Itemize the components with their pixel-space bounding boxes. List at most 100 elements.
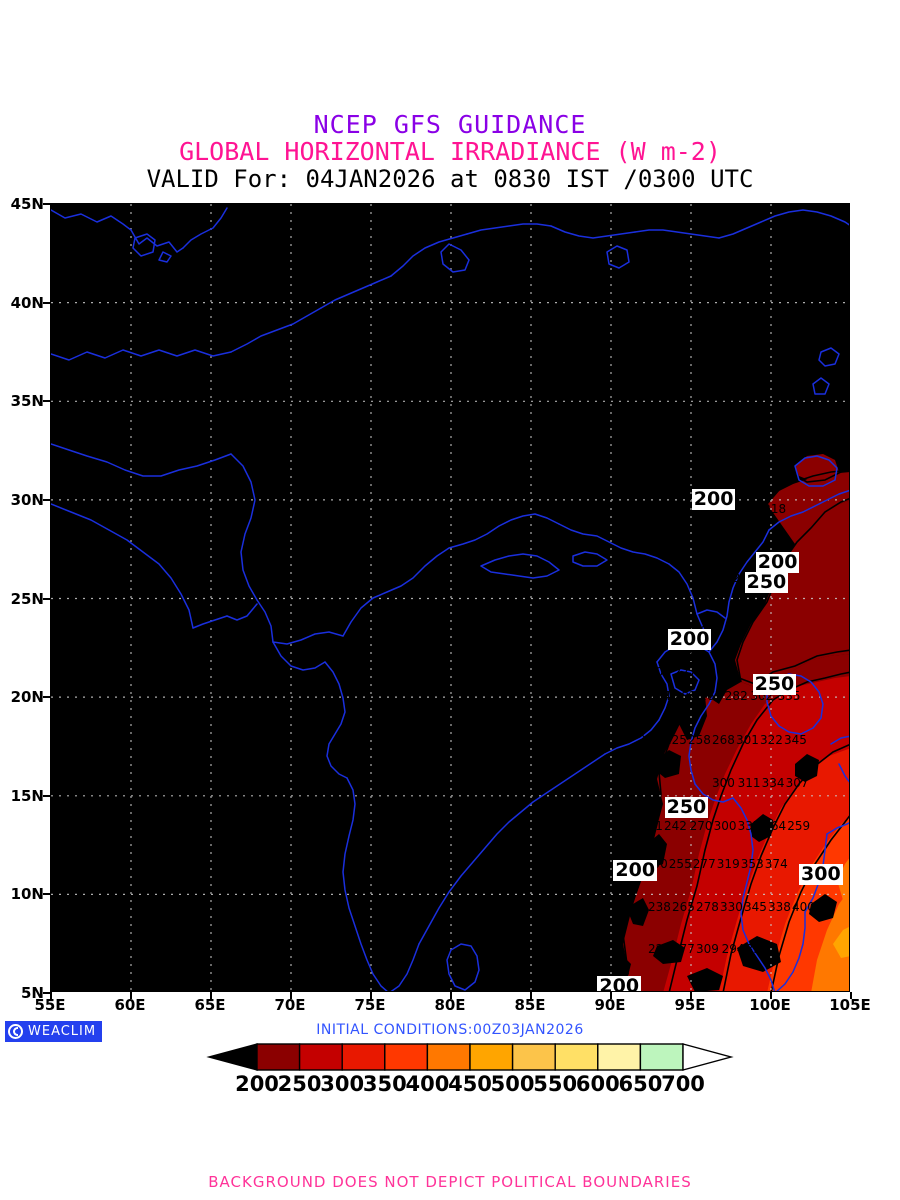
lat-tick-mark	[43, 794, 50, 797]
colorbar-band	[639, 1043, 684, 1071]
colorbar-tick-label: 250	[277, 1072, 322, 1096]
contour-label: 250	[752, 673, 797, 696]
colorbar-band	[469, 1043, 514, 1071]
lon-tick-label: 90E	[594, 996, 626, 1014]
lon-tick-label: 80E	[434, 996, 466, 1014]
grid-point-value: 337	[737, 819, 761, 834]
contour-label: 200	[691, 487, 736, 510]
grid-point-value: 258	[688, 732, 711, 747]
colorbar-svg	[206, 1043, 734, 1071]
lat-tick-mark	[43, 992, 50, 994]
lon-tick-label: 70E	[274, 996, 306, 1014]
grid-point-value: 300	[712, 775, 735, 790]
lon-tick-label: 95E	[674, 996, 706, 1014]
lon-tick-label: 100E	[749, 996, 791, 1014]
disclaimer-text: BACKGROUND DOES NOT DEPICT POLITICAL BOU…	[208, 1173, 692, 1191]
lon-tick-label: 75E	[354, 996, 386, 1014]
lon-tick-mark	[770, 992, 772, 999]
irradiance-shading	[607, 454, 849, 991]
grid-point-value: 228	[648, 941, 671, 956]
contour-label: 200	[667, 627, 712, 650]
lon-tick-mark	[50, 992, 52, 999]
grid-point-value: 238	[648, 900, 671, 915]
lon-tick-mark	[130, 992, 132, 999]
colorbar-tick-label: 200	[235, 1072, 279, 1096]
colorbar-band	[298, 1043, 343, 1071]
grid-point-value: 400	[792, 900, 815, 915]
grid-point-value: 214	[620, 900, 644, 915]
lat-tick-label: 35N	[10, 392, 44, 411]
grid-point-value: 218	[744, 468, 767, 483]
contour-label: 200	[597, 976, 642, 991]
lon-tick-mark	[450, 992, 452, 999]
grid-point-value: 300	[713, 819, 737, 834]
contour-label: 200	[613, 858, 658, 881]
lon-tick-label: 105E	[829, 996, 871, 1014]
grid-point-value: 205	[648, 665, 671, 680]
grid-point-value: 225	[664, 732, 687, 747]
grid-point-value: 334	[761, 775, 785, 790]
title-line-valid-time: VALID For: 04JAN2026 at 0830 IST /0300 U…	[146, 165, 754, 193]
colorbar[interactable]	[205, 1042, 735, 1074]
colorbar-band	[426, 1043, 471, 1071]
colorbar-tick-label: 350	[362, 1072, 407, 1096]
colorbar-tick-label: 500	[490, 1072, 535, 1096]
contour-label: 200	[755, 550, 800, 573]
lon-tick-mark	[850, 992, 852, 999]
lat-tick-label: 15N	[10, 786, 44, 805]
weaclim-label: WEACLIM	[28, 1024, 97, 1039]
lon-tick-label: 65E	[194, 996, 226, 1014]
colorbar-tick-label: 300	[320, 1072, 365, 1096]
grid-point-value: 307	[785, 775, 809, 790]
grid-point-value: 322	[760, 732, 783, 747]
lon-tick-mark	[690, 992, 692, 999]
grid-point-value: 255	[668, 856, 692, 871]
contour-label: 300	[799, 862, 843, 885]
map-canvas	[51, 204, 849, 991]
map-gridlines	[51, 204, 849, 991]
weaclim-circle-icon	[8, 1024, 23, 1039]
colorbar-tick-label: 700	[661, 1072, 705, 1096]
grid-point-value: 338	[768, 900, 791, 915]
grid-point-value: 268	[712, 732, 735, 747]
initial-conditions-text: INITIAL CONDITIONS:00Z03JAN2026	[316, 1022, 584, 1038]
colorbar-band	[256, 1043, 301, 1071]
colorbar-band	[554, 1043, 599, 1071]
grid-point-value: 294	[721, 941, 745, 956]
lon-tick-mark	[290, 992, 292, 999]
title-line-variable: GLOBAL HORIZONTAL IRRADIANCE (W m-2)	[179, 137, 721, 166]
colorbar-tick-label: 650	[618, 1072, 663, 1096]
forecast-map[interactable]: 2232182012242452182352482052272502352622…	[50, 203, 850, 992]
colorbar-tick-label: 600	[575, 1072, 620, 1096]
colorbar-band	[597, 1043, 642, 1071]
grid-point-value: 223	[712, 470, 735, 485]
grid-point-value: 374	[764, 856, 788, 871]
lon-tick-label: 55E	[34, 996, 66, 1014]
lon-tick-mark	[370, 992, 372, 999]
grid-point-value: 301	[736, 732, 759, 747]
grid-point-value: 203	[638, 732, 662, 747]
colorbar-band	[511, 1043, 556, 1071]
grid-point-value: 311	[737, 775, 761, 790]
lat-tick-mark	[43, 696, 50, 699]
lat-tick-label: 10N	[10, 885, 44, 904]
grid-point-value: 278	[696, 900, 719, 915]
colorbar-tick-labels: 200 250 300 350 400 450 500 550 600 650 700	[205, 1072, 735, 1098]
lat-tick-label: 45N	[10, 195, 44, 213]
lat-tick-mark	[43, 893, 50, 896]
grid-point-value: 364	[763, 819, 787, 834]
lon-tick-mark	[610, 992, 612, 999]
grid-point-value: 353	[740, 856, 764, 871]
lat-tick-mark	[43, 301, 50, 304]
colorbar-tick-label: 400	[405, 1072, 450, 1096]
lon-tick-label: 60E	[114, 996, 146, 1014]
weaclim-logo-badge[interactable]: WEACLIM	[5, 1021, 103, 1042]
grid-point-value: 277	[692, 856, 716, 871]
title-line-agency: NCEP GFS GUIDANCE	[313, 110, 587, 139]
grid-point-value: 233	[686, 649, 710, 664]
lon-tick-mark	[210, 992, 212, 999]
grid-point-value: 330	[720, 900, 743, 915]
grid-point-value: 265	[672, 900, 695, 915]
title-block: NCEP GFS GUIDANCE GLOBAL HORIZONTAL IRRA…	[0, 110, 900, 194]
lat-tick-mark	[43, 400, 50, 403]
